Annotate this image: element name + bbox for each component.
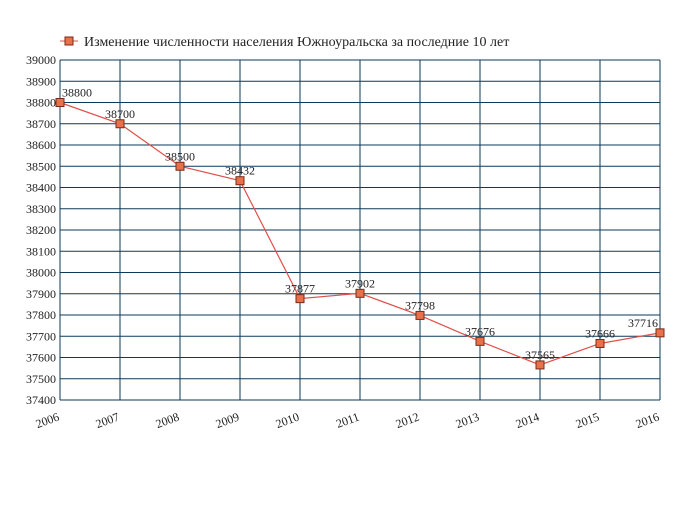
- data-point-marker: [655, 328, 665, 338]
- data-point-marker: [175, 161, 185, 171]
- x-tick-label: 2016: [634, 410, 661, 431]
- y-tick-label: 38000: [26, 266, 56, 280]
- data-point-marker: [415, 310, 425, 320]
- y-tick-label: 37500: [26, 372, 56, 386]
- legend: Изменение численности населения Южноурал…: [60, 35, 509, 50]
- data-label: 37666: [585, 326, 615, 340]
- data-label: 38700: [105, 107, 135, 121]
- y-tick-label: 37700: [26, 329, 56, 343]
- data-point-marker: [235, 176, 245, 186]
- x-axis-tick-labels: 2006 2007 2008 2009 2010 2011 2012 2013 2014 2015…: [34, 410, 661, 431]
- y-tick-label: 38100: [26, 244, 56, 258]
- y-tick-label: 37900: [26, 287, 56, 301]
- data-label: 38800: [62, 86, 92, 100]
- data-point-marker: [535, 360, 545, 370]
- y-tick-label: 37600: [26, 351, 56, 365]
- series-markers: [55, 98, 665, 370]
- data-label: 37676: [465, 324, 495, 338]
- data-label: 37716: [628, 316, 658, 330]
- data-label: 37565: [525, 348, 555, 362]
- data-point-marker: [115, 119, 125, 129]
- data-label: 37902: [345, 276, 375, 290]
- data-label: 37798: [405, 298, 435, 312]
- y-tick-label: 38400: [26, 181, 56, 195]
- legend-label: Изменение численности населения Южноурал…: [84, 35, 509, 50]
- grid: [59, 59, 661, 401]
- legend-marker-icon: [64, 36, 74, 46]
- x-tick-label: 2008: [154, 410, 181, 431]
- y-tick-label: 38500: [26, 159, 56, 173]
- x-tick-label: 2009: [214, 410, 241, 431]
- x-tick-label: 2013: [454, 410, 481, 431]
- data-point-marker: [595, 338, 605, 348]
- y-tick-label: 39000: [26, 53, 56, 67]
- x-tick-label: 2010: [274, 410, 301, 431]
- data-label: 38432: [225, 164, 255, 178]
- x-tick-label: 2014: [514, 410, 541, 431]
- data-label: 37877: [285, 282, 315, 296]
- y-tick-label: 38800: [26, 96, 56, 110]
- x-tick-label: 2012: [394, 410, 421, 431]
- data-labels: 38800 38700 38500 38432 37877 37902 37798 37676…: [62, 86, 658, 362]
- y-tick-label: 38700: [26, 117, 56, 131]
- y-tick-label: 38600: [26, 138, 56, 152]
- data-point-marker: [295, 294, 305, 304]
- data-point-marker: [475, 336, 485, 346]
- data-point-marker: [55, 98, 65, 107]
- y-tick-label: 38300: [26, 202, 56, 216]
- x-tick-label: 2015: [574, 410, 601, 431]
- y-axis-tick-labels: 37400 37500 37600 37700 37800 37900 38000 38100…: [26, 53, 56, 407]
- y-tick-label: 38200: [26, 223, 56, 237]
- data-point-marker: [355, 288, 365, 298]
- data-label: 38500: [165, 149, 195, 163]
- x-tick-label: 2007: [94, 410, 121, 431]
- x-tick-label: 2011: [334, 410, 361, 431]
- y-tick-label: 38900: [26, 74, 56, 88]
- y-tick-label: 37800: [26, 308, 56, 322]
- y-tick-label: 37400: [26, 393, 56, 407]
- x-tick-label: 2006: [34, 410, 61, 431]
